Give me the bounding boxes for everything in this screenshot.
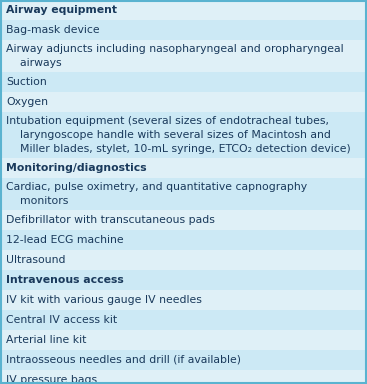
Text: Intraosseous needles and drill (if available): Intraosseous needles and drill (if avail… [6,355,241,365]
Text: Ultrasound: Ultrasound [6,255,65,265]
Text: Central IV access kit: Central IV access kit [6,315,117,325]
Text: Airway equipment: Airway equipment [6,5,117,15]
Bar [1,210,366,230]
Text: IV kit with various gauge IV needles: IV kit with various gauge IV needles [6,295,202,305]
Bar [1,112,366,158]
Text: Airway adjuncts including nasopharyngeal and oropharyngeal: Airway adjuncts including nasopharyngeal… [6,44,344,54]
Text: airways: airways [6,58,62,68]
Text: Arterial line kit: Arterial line kit [6,335,86,345]
Bar [1,230,366,250]
Text: Suction: Suction [6,77,47,87]
Text: Bag-mask device: Bag-mask device [6,25,99,35]
Text: Cardiac, pulse oximetry, and quantitative capnography: Cardiac, pulse oximetry, and quantitativ… [6,182,307,192]
Text: Intubation equipment (several sizes of endotracheal tubes,: Intubation equipment (several sizes of e… [6,116,329,126]
Text: 12-lead ECG machine: 12-lead ECG machine [6,235,124,245]
Bar [1,0,366,20]
Text: Oxygen: Oxygen [6,97,48,107]
Bar [1,250,366,270]
Bar [1,310,366,330]
Bar [1,350,366,370]
Bar [1,20,366,40]
Text: Intravenous access: Intravenous access [6,275,124,285]
Bar [1,72,366,92]
Text: IV pressure bags: IV pressure bags [6,375,97,384]
Bar [1,330,366,350]
Bar [1,270,366,290]
Text: Miller blades, stylet, 10-mL syringe, ETCO₂ detection device): Miller blades, stylet, 10-mL syringe, ET… [6,144,351,154]
Text: laryngoscope handle with several sizes of Macintosh and: laryngoscope handle with several sizes o… [6,130,331,140]
Bar [1,370,366,384]
Text: monitors: monitors [6,196,68,206]
Bar [1,92,366,112]
Bar [1,158,366,178]
Bar [1,40,366,72]
Text: Defibrillator with transcutaneous pads: Defibrillator with transcutaneous pads [6,215,215,225]
Text: Monitoring/diagnostics: Monitoring/diagnostics [6,163,147,173]
Bar [1,290,366,310]
Bar [1,178,366,210]
